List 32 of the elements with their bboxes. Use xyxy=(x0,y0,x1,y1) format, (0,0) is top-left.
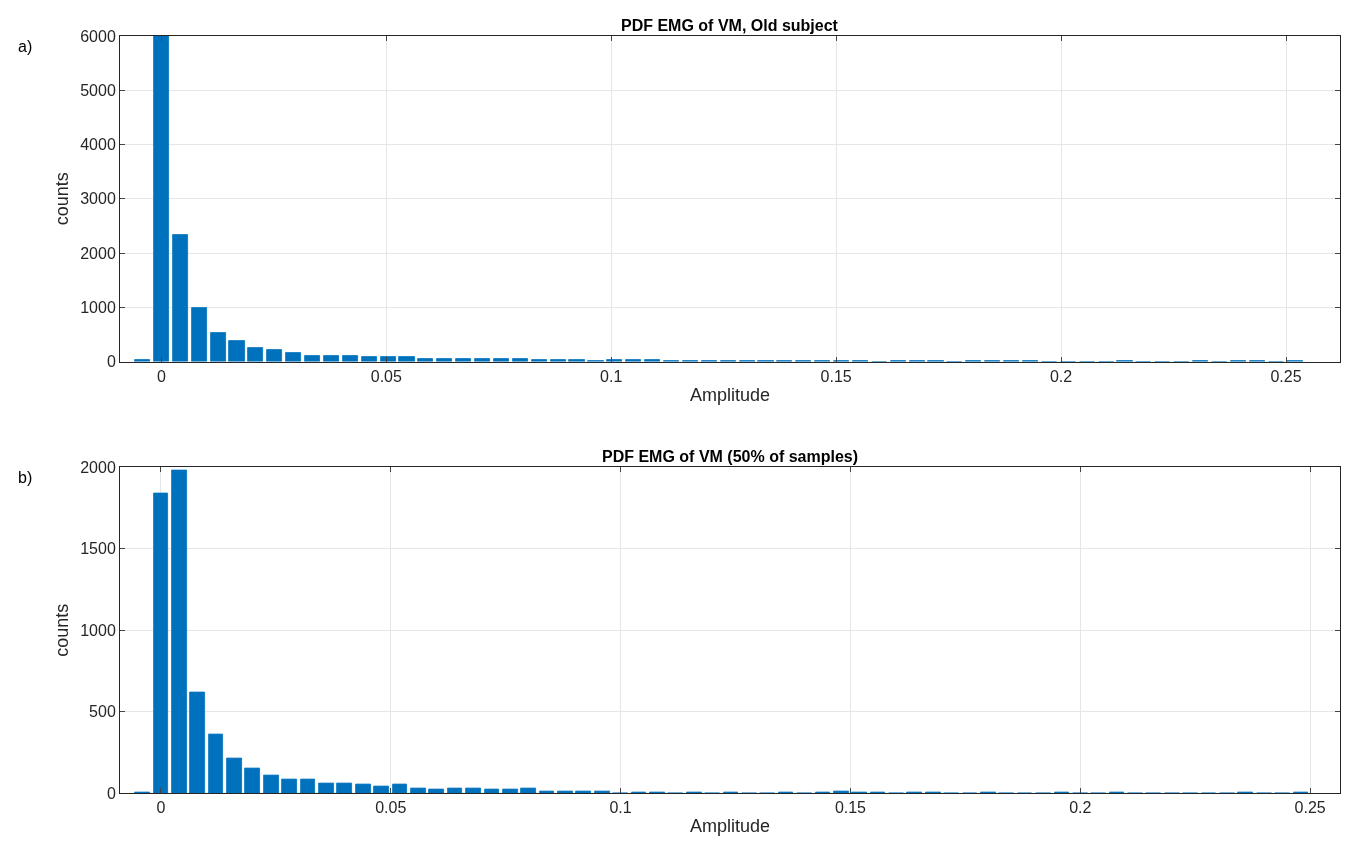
y-tick-label: 2000 xyxy=(80,459,116,477)
y-tick-label: 5000 xyxy=(80,81,116,99)
x-axis-title: Amplitude xyxy=(689,384,771,405)
x-tick-label: 0.15 xyxy=(834,799,867,817)
chart-title: PDF EMG of VM, Old subject xyxy=(621,17,839,34)
y-tick-label: 0 xyxy=(106,784,116,802)
y-tick-label: 2000 xyxy=(80,244,116,262)
x-tick-label: 0.1 xyxy=(600,367,623,385)
x-tick-label: 0.05 xyxy=(370,367,402,385)
x-tick-label: 0.1 xyxy=(609,799,632,817)
y-tick-label: 4000 xyxy=(80,136,116,154)
y-tick-label: 6000 xyxy=(80,27,116,45)
y-tick-label: 1500 xyxy=(80,540,116,558)
x-tick-label: 0.25 xyxy=(1294,799,1326,817)
x-tick-label: 0.05 xyxy=(375,799,407,817)
x-tick-label: 0 xyxy=(156,799,166,817)
y-tick-label: 1000 xyxy=(80,298,116,316)
x-tick-label: 0.25 xyxy=(1270,367,1302,385)
y-tick-label: 0 xyxy=(106,353,116,371)
chart-title: PDF EMG of VM (50% of samples) xyxy=(602,448,859,465)
x-tick-label: 0.15 xyxy=(820,367,852,385)
x-tick-label: 0 xyxy=(156,367,166,385)
y-tick-label: 500 xyxy=(89,703,116,721)
y-tick-label: 3000 xyxy=(80,190,116,208)
x-tick-label: 0.2 xyxy=(1049,367,1073,385)
text: a) xyxy=(18,38,33,55)
x-axis-title: Amplitude xyxy=(689,816,771,837)
x-tick-label: 0.2 xyxy=(1069,799,1092,817)
y-axis-title: counts xyxy=(52,603,73,657)
text: b) xyxy=(18,469,33,486)
y-tick-label: 1000 xyxy=(80,621,116,639)
y-axis-title: counts xyxy=(52,172,73,226)
